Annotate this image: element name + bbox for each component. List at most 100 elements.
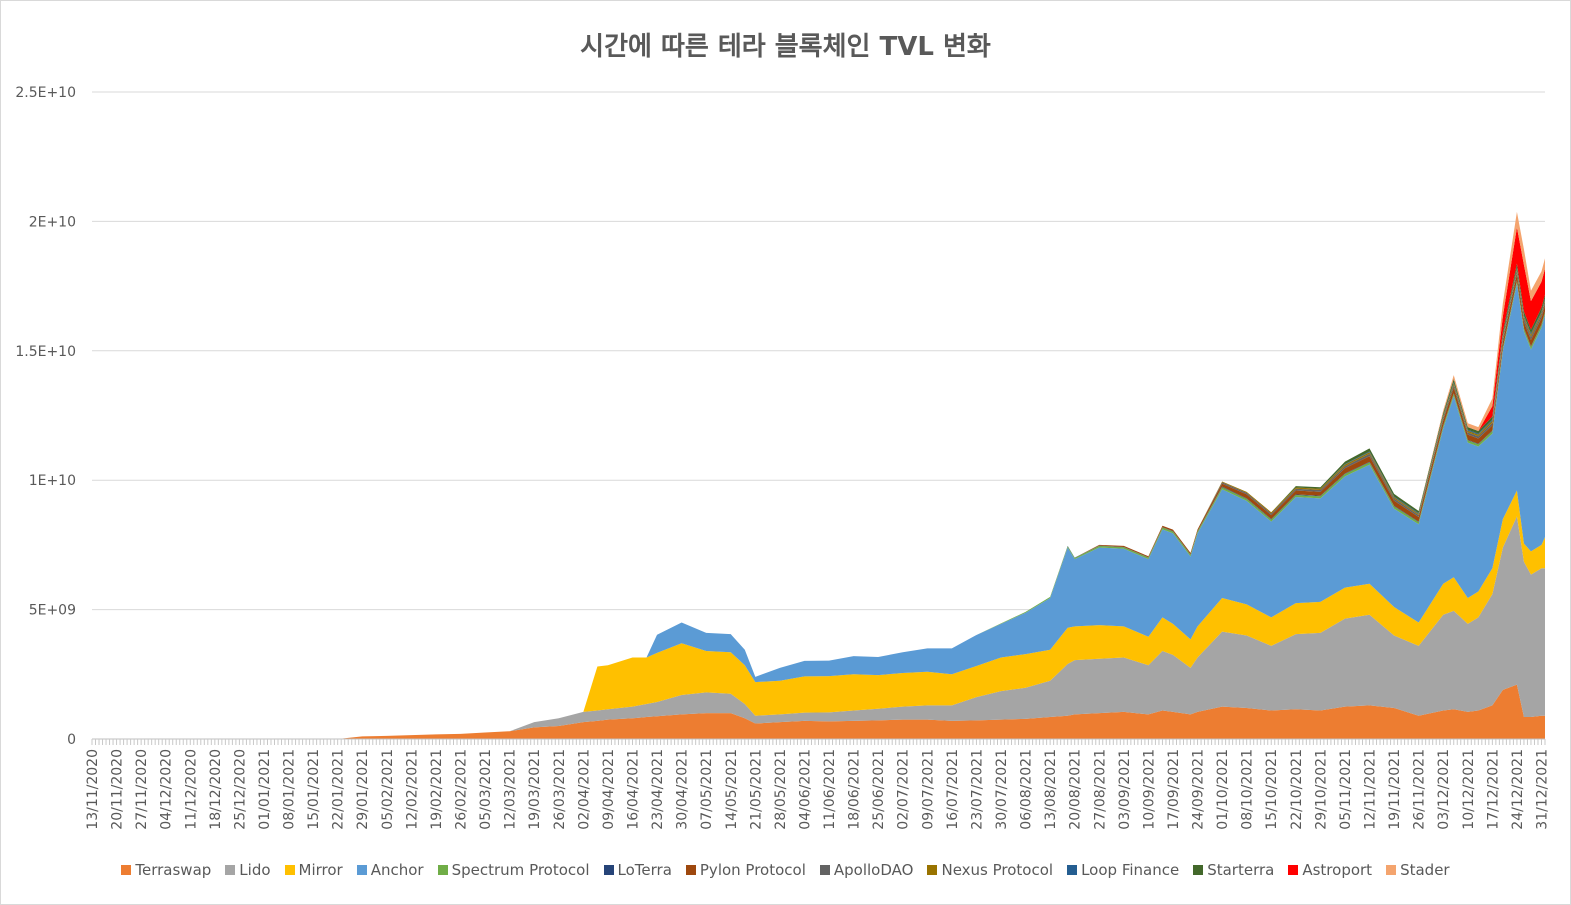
legend-label: Spectrum Protocol (451, 861, 590, 879)
area-anchor (92, 283, 1545, 739)
x-tick-label: 04/12/2020 (159, 749, 175, 830)
x-tick-label: 23/07/2021 (969, 749, 985, 830)
legend-item: Astroport (1288, 861, 1372, 879)
legend-item: LoTerra (603, 861, 672, 879)
x-tick-label: 24/09/2021 (1191, 749, 1207, 830)
x-tick-label: 15/01/2021 (306, 749, 322, 830)
legend-swatch (685, 865, 696, 875)
x-tick-label: 01/01/2021 (257, 749, 273, 830)
x-tick-label: 08/10/2021 (1240, 749, 1256, 830)
x-tick-label: 07/05/2021 (699, 749, 715, 830)
y-tick-label: 0 (67, 732, 76, 748)
x-tick-label: 01/10/2021 (1215, 749, 1231, 830)
legend-item: Mirror (284, 861, 343, 879)
x-tick-label: 09/07/2021 (920, 749, 936, 830)
legend-item: Starterra (1193, 861, 1274, 879)
x-tick-label: 14/05/2021 (724, 749, 740, 830)
legend-label: Terraswap (135, 861, 212, 879)
x-tick-label: 15/10/2021 (1264, 749, 1280, 830)
chart-title: 시간에 따른 테라 블록체인 TVL 변화 (580, 32, 991, 62)
legend-item: Pylon Protocol (685, 861, 806, 879)
legend-label: Pylon Protocol (699, 861, 806, 879)
x-tick-label: 29/10/2021 (1313, 749, 1329, 830)
legend-item: Nexus Protocol (927, 861, 1053, 879)
x-tick-label: 20/11/2020 (110, 749, 126, 830)
x-tick-label: 19/11/2021 (1387, 749, 1403, 830)
x-tick-label: 13/08/2021 (1043, 749, 1059, 830)
legend-label: Starterra (1207, 861, 1275, 879)
x-tick-label: 17/09/2021 (1166, 749, 1182, 830)
x-tick-label: 10/09/2021 (1141, 749, 1157, 830)
x-tick-label: 06/08/2021 (1019, 749, 1035, 830)
area-lido (92, 516, 1545, 739)
y-tick-label: 1.5E+10 (15, 344, 76, 360)
legend-swatch (819, 865, 830, 875)
legend-label: Mirror (298, 861, 343, 879)
legend-swatch (603, 865, 614, 875)
x-tick-label: 26/02/2021 (454, 749, 470, 830)
area-terraswap (92, 684, 1545, 739)
x-tick-label: 02/04/2021 (576, 749, 592, 830)
x-tick-label: 30/07/2021 (994, 749, 1010, 830)
x-tick-label: 16/04/2021 (625, 749, 641, 830)
legend-item: Terraswap (121, 861, 211, 879)
x-tick-label: 09/04/2021 (601, 749, 617, 830)
x-tick-label: 18/12/2020 (208, 749, 224, 830)
legend-item: Lido (225, 861, 271, 879)
x-tick-label: 05/03/2021 (478, 749, 494, 830)
legend-item: ApolloDAO (819, 861, 913, 879)
x-tick-label: 24/12/2021 (1510, 749, 1526, 830)
legend-label: LoTerra (617, 861, 672, 879)
legend-item: Stader (1386, 861, 1450, 879)
legend-label: Stader (1400, 861, 1450, 879)
legend-label: Anchor (370, 861, 424, 879)
y-tick-label: 5E+09 (29, 603, 76, 619)
x-tick-label: 28/05/2021 (773, 749, 789, 830)
legend-swatch (225, 865, 236, 875)
x-tick-label: 19/02/2021 (429, 749, 445, 830)
legend-swatch (1288, 865, 1299, 875)
x-tick-label: 25/12/2020 (232, 749, 248, 830)
x-tick-label: 02/07/2021 (896, 749, 912, 830)
legend-item: Spectrum Protocol (437, 861, 590, 879)
x-tick-label: 31/12/2021 (1534, 749, 1550, 830)
y-tick-label: 2.5E+10 (15, 85, 76, 101)
x-tick-label: 12/03/2021 (503, 749, 519, 830)
chart-legend: Terraswap Lido Mirror Anchor Spectrum Protoc… (0, 861, 1571, 879)
x-tick-label: 05/11/2021 (1338, 749, 1354, 830)
legend-swatch (121, 865, 132, 875)
legend-swatch (284, 865, 295, 875)
legend-swatch (1067, 865, 1078, 875)
legend-swatch (927, 865, 938, 875)
x-tick-label: 12/02/2021 (404, 749, 420, 830)
x-tick-label: 22/10/2021 (1289, 749, 1305, 830)
x-tick-label: 17/12/2021 (1485, 749, 1501, 830)
x-tick-label: 23/04/2021 (650, 749, 666, 830)
x-tick-label: 29/01/2021 (355, 749, 371, 830)
x-tick-label: 27/11/2020 (134, 749, 150, 830)
x-tick-label: 19/03/2021 (527, 749, 543, 830)
legend-label: Astroport (1302, 861, 1373, 879)
area-mirror (92, 490, 1545, 739)
x-tick-label: 10/12/2021 (1461, 749, 1477, 830)
legend-item: Anchor (356, 861, 424, 879)
x-axis-ticks (91, 739, 1546, 745)
x-tick-label: 25/06/2021 (871, 749, 887, 830)
x-tick-label: 05/02/2021 (380, 749, 396, 830)
x-tick-label: 16/07/2021 (945, 749, 961, 830)
legend-label: Loop Finance (1081, 861, 1180, 879)
legend-item: Loop Finance (1067, 861, 1179, 879)
x-tick-label: 20/08/2021 (1068, 749, 1084, 830)
legend-swatch (1386, 865, 1397, 875)
x-tick-label: 03/12/2021 (1436, 749, 1452, 830)
x-tick-label: 30/04/2021 (675, 749, 691, 830)
legend-swatch (356, 865, 367, 875)
x-tick-label: 22/01/2021 (331, 749, 347, 830)
x-tick-label: 21/05/2021 (748, 749, 764, 830)
x-tick-label: 13/11/2020 (85, 749, 101, 830)
x-tick-label: 11/06/2021 (822, 749, 838, 830)
y-tick-label: 1E+10 (29, 473, 76, 489)
legend-swatch (437, 865, 448, 875)
